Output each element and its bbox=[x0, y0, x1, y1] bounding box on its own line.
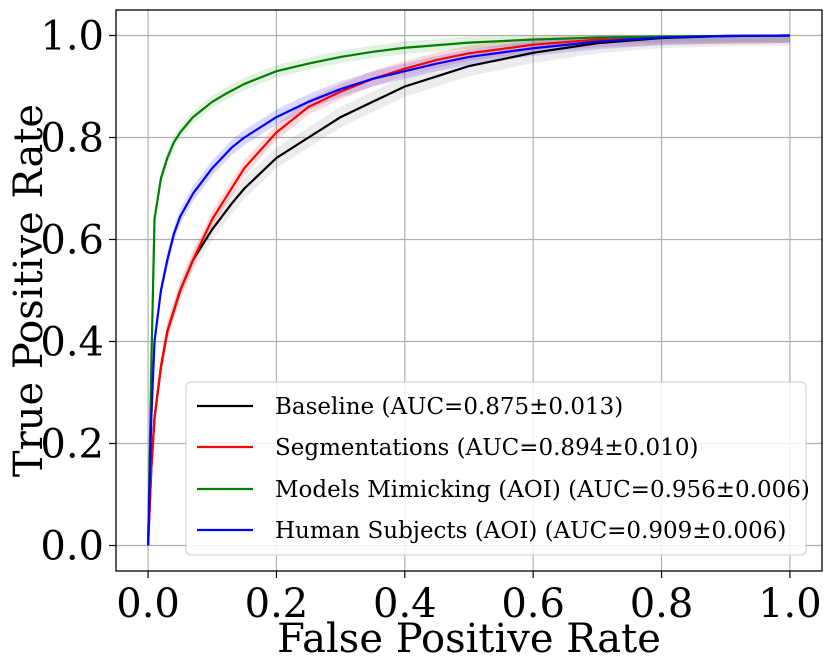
y-tick-label: 0.6 bbox=[40, 218, 104, 264]
y-tick-label: 0.4 bbox=[40, 320, 104, 366]
x-tick-label: 0.0 bbox=[116, 581, 180, 627]
legend-label-2: Models Mimicking (AOI) (AUC=0.956±0.006) bbox=[275, 477, 810, 503]
x-tick-label: 0.2 bbox=[245, 581, 309, 627]
line-series-1 bbox=[146, 34, 790, 546]
y-axis-label: True Positive Rate bbox=[6, 104, 52, 477]
roc-curves bbox=[146, 34, 790, 546]
y-tick-label: 0.8 bbox=[40, 116, 104, 162]
y-tick-label: 1.0 bbox=[40, 14, 104, 60]
legend-label-0: Baseline (AUC=0.875±0.013) bbox=[275, 394, 623, 420]
axis-ticks: 0.0 0.2 0.4 0.6 0.8 1.0 0.0 0.2 0.4 0.6 0.8 1.0 bbox=[40, 14, 821, 628]
y-tick-label: 0.0 bbox=[40, 524, 104, 570]
x-tick-label: 1.0 bbox=[758, 581, 822, 627]
x-tick-label: 0.8 bbox=[630, 581, 694, 627]
line-series-3 bbox=[146, 34, 790, 546]
legend-box bbox=[185, 381, 807, 556]
x-tick-label: 0.4 bbox=[373, 581, 437, 627]
legend-label-1: Segmentations (AUC=0.894±0.010) bbox=[275, 435, 698, 461]
y-tick-label: 0.2 bbox=[40, 422, 104, 468]
legend-label-3: Human Subjects (AOI) (AUC=0.909±0.006) bbox=[275, 518, 786, 544]
line-series-2 bbox=[146, 34, 790, 546]
x-axis-label: False Positive Rate bbox=[277, 616, 661, 662]
plot-frame bbox=[115, 9, 823, 572]
x-tick-label: 0.6 bbox=[501, 581, 565, 627]
legend: Baseline (AUC=0.875±0.013) Segmentations … bbox=[185, 381, 810, 556]
